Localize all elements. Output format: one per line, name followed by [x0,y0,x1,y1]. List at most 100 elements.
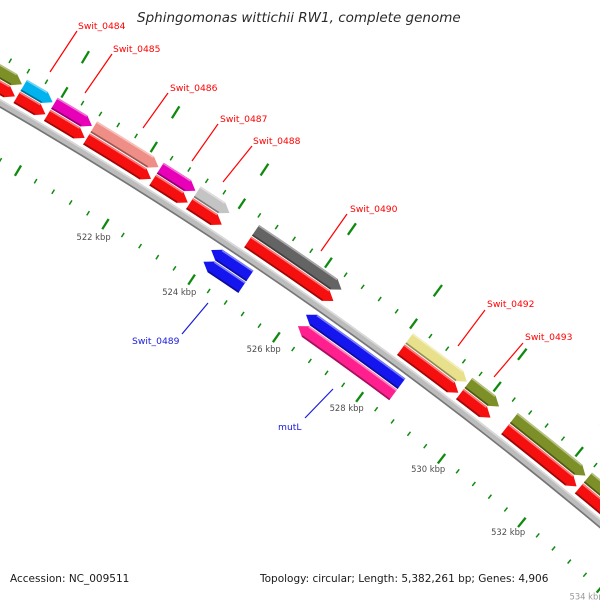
gene-Swit_0487 [149,162,196,203]
gene-arrow-cds-g1 [0,80,15,98]
gene-arrow-category-Swit_0490-shadow [251,234,332,290]
gene-mutL [297,314,406,401]
gene-arrow-cds-Swit_0484-shadow [13,101,35,116]
ruler-tick-major-outer [492,381,502,393]
gene-arrow-category-Swit_0492-highlight [412,333,464,373]
gene-Swit_0485 [43,97,92,139]
callout-line-swit_0490 [320,213,348,252]
ruler-tick-minor-outer [445,346,450,352]
gene-arrow-cds-mutL-shadow [309,323,399,389]
ruler-tick-minor-outer [8,58,13,64]
gene-arrow-category-Swit_0490-highlight [258,225,338,281]
ruler-tick-minor-outer [169,155,174,161]
gene-label-mutl[interactable]: mutL [278,422,302,433]
ruler-tick-minor-inner [51,189,56,195]
gene-arrow-cds-Swit_0489-shadow [215,259,248,282]
gene-label-swit_0486[interactable]: Swit_0486 [170,83,218,94]
ruler-tick-minor-inner [68,199,73,205]
ruler-tick-minor-outer [187,166,192,172]
gene-Swit_0488 [186,186,230,225]
gene-label-swit_0485[interactable]: Swit_0485 [113,44,161,55]
ruler-tick-minor-outer [204,178,209,184]
gene-arrow-category-g1-shadow [0,77,12,86]
gene-label-swit_0490[interactable]: Swit_0490 [350,204,398,215]
gene-arrow-category-Swit_0493 [464,377,500,407]
gene-arrow-category-Swit_0486 [90,121,159,168]
gene-label-swit_0489[interactable]: Swit_0489 [132,336,180,347]
ruler-tick-minor-inner [487,494,493,500]
gene-arrow-category-g10-highlight [516,413,583,466]
gene-arrow-category-Swit_0487 [156,162,196,192]
gene-arrow-cds-Swit_0492 [397,344,459,393]
ruler-tick-minor-inner [257,323,262,329]
gene-arrow-cds-Swit_0487 [149,174,188,203]
callout-line-swit_0488 [222,145,253,183]
genome-backbone-shadow [0,106,600,529]
gene-arrow-cds-g10-shadow [501,432,567,486]
gene-arrow-category-Swit_0493-shadow [464,386,489,406]
ruler-tick-major-far [346,222,357,236]
gene-arrow-cds-g1-shadow [0,93,5,98]
ruler-tick-major-outer [237,198,247,210]
gene-arrow-cds-g11-highlight [582,483,600,500]
gene-arrow-category-Swit_0484-shadow [20,89,43,103]
gene-arrow-category-g10 [509,412,586,476]
ruler-ticks [0,50,600,594]
ruler-tick-minor-outer [116,122,121,128]
gene-arrow-category-mutL [297,326,397,401]
gene-arrow-category-g10-shadow [509,421,576,475]
gene-arrow-category-Swit_0488-highlight [199,186,226,204]
ruler-tick-minor-inner [138,243,143,249]
ruler-tick-minor-outer [134,133,139,139]
ruler-tick-minor-inner [503,507,509,512]
ruler-tick-major-inner [187,274,196,286]
ruler-tick-minor-inner [223,299,228,305]
gene-arrow-category-Swit_0484 [20,79,53,104]
ruler-tick-minor-inner [324,370,329,376]
gene-arrow-cds-Swit_0488 [186,198,222,225]
ruler-tick-minor-outer [360,284,365,290]
gene-arrow-category-mutL-highlight [308,326,397,392]
gene-Swit_0490 [244,224,342,302]
ruler-tick-minor-inner [206,288,211,294]
gene-arrow-cds-mutL-highlight [316,314,406,380]
footer-topology-stats: Topology: circular; Length: 5,382,261 bp… [260,573,549,585]
gene-arrow-cds-g1-highlight [0,80,11,88]
ruler-tick-minor-outer [26,68,31,74]
gene-arrow-category-Swit_0489-shadow [207,270,240,293]
gene-label-swit_0487[interactable]: Swit_0487 [220,114,268,125]
gene-label-swit_0493[interactable]: Swit_0493 [525,332,573,343]
gene-arrow-cds-Swit_0489-highlight [221,249,254,272]
gene-arrow-category-Swit_0487-shadow [156,172,185,192]
ruler-tick-minor-inner [120,232,125,238]
gene-arrow-category-Swit_0489-highlight [213,261,246,284]
gene-arrow-cds-Swit_0490-shadow [244,245,324,301]
gene-Swit_0486 [83,121,159,180]
gene-arrow-category-g11 [583,472,600,497]
gene-callouts: Swit_0484 Swit_0485 Swit_0486 Swit_0487 Swit… [49,21,573,433]
backbone-arc [0,98,600,529]
ruler-tick-minor-inner [341,382,346,388]
gene-arrow-category-Swit_0484-highlight [26,79,48,94]
genome-backbone-highlight [0,98,600,521]
ruler-tick-major-outer [149,141,159,153]
ruler-tick-major-inner [355,391,365,403]
gene-arrow-category-mutL-shadow [301,335,391,401]
gene-arrow-cds-Swit_0488-highlight [192,198,218,216]
ruler-tick-minor-outer [343,272,348,278]
ruler-tick-minor-inner [374,406,379,412]
gene-arrow-category-Swit_0485-shadow [51,107,82,127]
ruler-label-534kbp: 534 kbp [570,592,600,600]
gene-arrow-category-Swit_0488 [193,186,230,214]
callout-line-swit_0486 [142,92,169,129]
ruler-tick-minor-outer [428,333,433,339]
gene-arrow-cds-Swit_0489 [211,249,254,282]
gene-label-swit_0484[interactable]: Swit_0484 [78,21,126,32]
gene-arrow-cds-Swit_0485 [43,109,85,139]
gene-arrow-category-Swit_0487-highlight [162,162,191,182]
gene-arrow-cds-Swit_0492-shadow [397,353,448,393]
gene-arrow-category-g1 [0,64,22,86]
gene-label-swit_0488[interactable]: Swit_0488 [253,136,301,147]
gene-label-swit_0492[interactable]: Swit_0492 [487,299,534,310]
ruler-tick-minor-outer [560,436,566,442]
